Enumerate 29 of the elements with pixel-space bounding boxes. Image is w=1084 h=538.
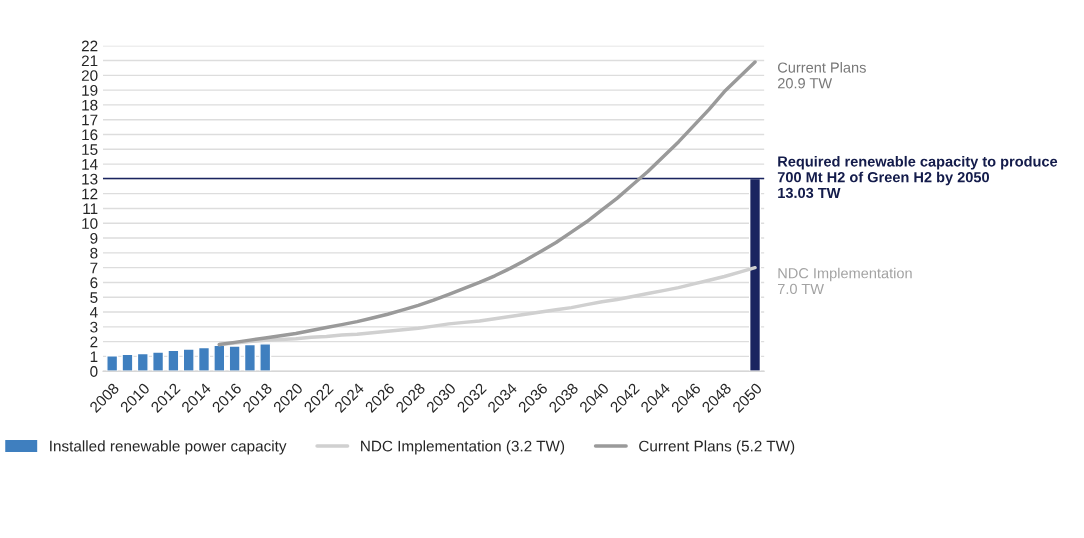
y-tick-label: 12 xyxy=(82,188,98,200)
y-tick-label: 9 xyxy=(90,232,98,244)
y-tick-label: 0 xyxy=(90,366,98,377)
y-tick-label: 18 xyxy=(82,99,98,111)
y-tick-label: 1 xyxy=(90,351,98,362)
y-tick-label: 16 xyxy=(82,129,98,141)
y-tick-label: 14 xyxy=(82,159,98,170)
legend-label: Installed renewable power capacity xyxy=(50,440,287,455)
y-tick-label: 5 xyxy=(90,292,98,303)
annotation: Required renewable capacity to produce 700 Mt H2 of Green H2 by 2050 13.03 TW xyxy=(777,155,1058,199)
y-tick-label: 13 xyxy=(82,173,98,185)
y-tick-label: 10 xyxy=(82,218,98,229)
legend-label: NDC Implementation (3.2 TW) xyxy=(361,440,565,455)
legend-label: Current Plans (5.2 TW) xyxy=(639,440,795,455)
y-tick-label: 2 xyxy=(90,336,98,348)
y-tick-label: 20 xyxy=(81,70,98,82)
y-tick-label: 3 xyxy=(90,321,98,333)
annotation: NDC Implementation 7.0 TW xyxy=(778,267,912,295)
y-tick-label: 8 xyxy=(90,247,98,259)
y-tick-label: 4 xyxy=(89,307,98,318)
y-tick-label: 21 xyxy=(81,55,98,67)
y-tick-label: 22 xyxy=(81,40,98,52)
y-tick-label: 11 xyxy=(83,203,98,215)
y-tick-label: 7 xyxy=(90,262,98,274)
y-tick-label: 15 xyxy=(82,144,98,155)
y-tick-label: 6 xyxy=(90,277,98,289)
y-tick-label: 17 xyxy=(82,114,98,126)
annotation: Current Plans 20.9 TW xyxy=(777,62,866,89)
y-tick-label: 19 xyxy=(82,84,98,96)
